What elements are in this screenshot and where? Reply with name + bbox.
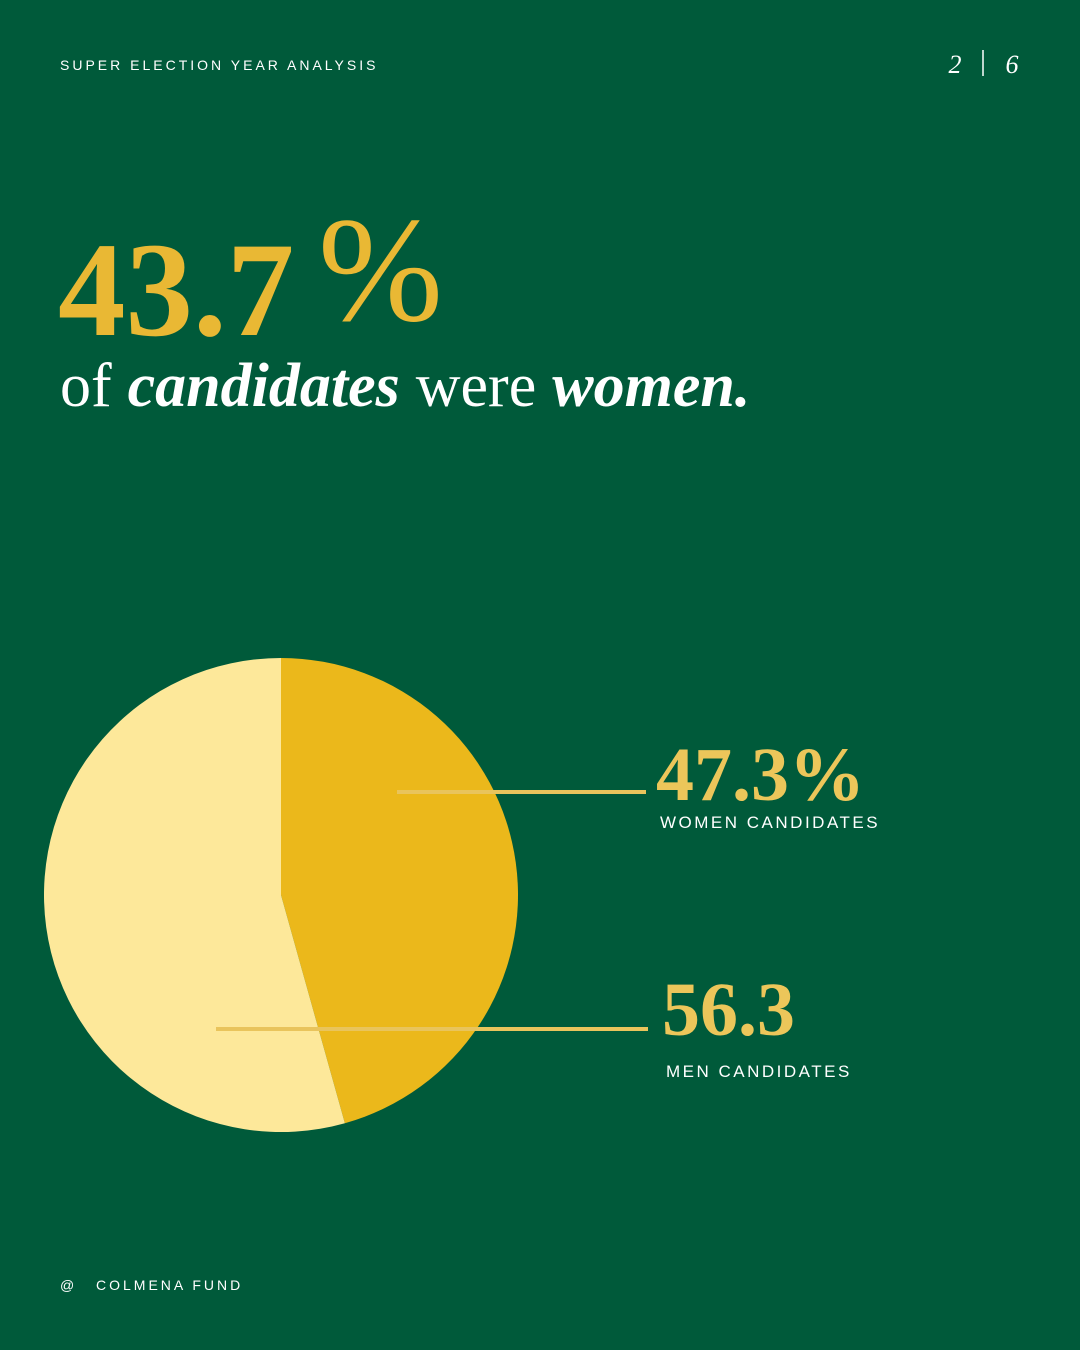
headline-word: candidates: [128, 352, 400, 420]
headline-number: 43.7: [58, 216, 294, 365]
footer-at: @: [60, 1277, 77, 1293]
headline-unit: %: [318, 187, 443, 353]
headline-word: were: [416, 352, 536, 420]
pie-chart: 47.3%WOMEN CANDIDATES 56.3 MEN CANDIDATES: [43, 658, 880, 1133]
value-label: 56.3: [662, 968, 795, 1052]
pie-slice: [281, 658, 518, 1124]
category-label: MEN CANDIDATES: [666, 1062, 852, 1081]
category-label: WOMEN CANDIDATES: [660, 813, 880, 832]
value-label: 47.3%: [656, 733, 865, 817]
headline-word: women.: [552, 352, 750, 420]
headline-text: of candidates were women.: [60, 352, 750, 420]
headline-word: of: [60, 352, 112, 420]
footer-brand: COLMENA FUND: [96, 1277, 243, 1293]
header-title: SUPER ELECTION YEAR ANALYSIS: [60, 57, 378, 73]
pie-slice: [43, 658, 345, 1133]
page-number: 2: [949, 50, 962, 79]
page-total: 6: [1006, 50, 1019, 79]
